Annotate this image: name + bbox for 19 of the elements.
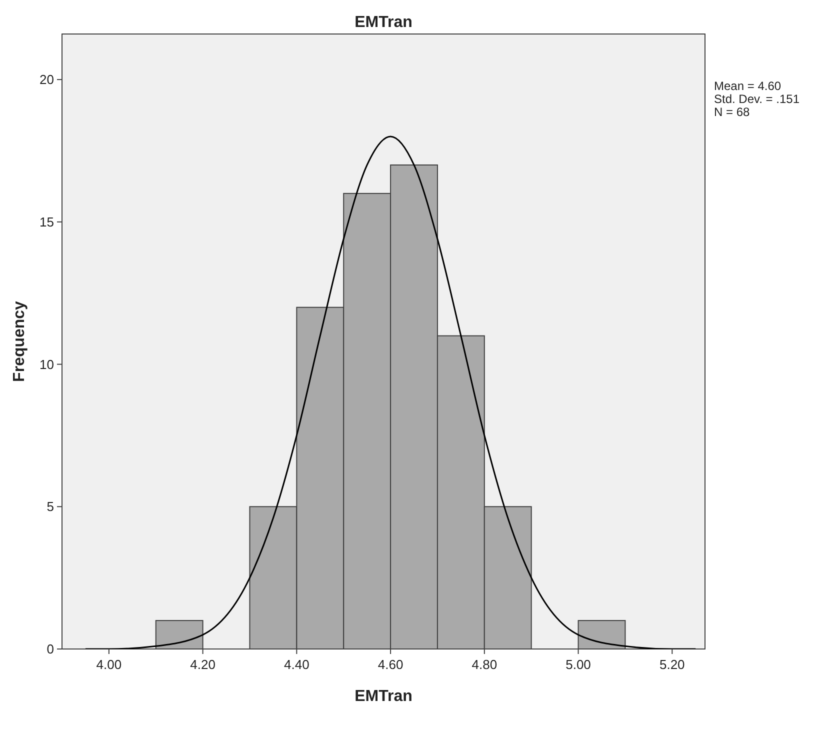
chart-title: EMTran — [354, 14, 412, 31]
y-tick-label: 0 — [46, 642, 54, 657]
x-tick-label: 5.20 — [659, 657, 685, 672]
y-tick-label: 10 — [40, 356, 54, 372]
y-tick-label: 5 — [46, 499, 54, 514]
x-tick-label: 4.20 — [190, 657, 216, 672]
x-tick-label: 4.60 — [378, 657, 404, 672]
x-axis-title: EMTran — [354, 688, 412, 705]
text: Mean = 4.60 — [714, 79, 782, 93]
x-tick-label: 4.00 — [96, 657, 122, 672]
text: N = 68 — [714, 105, 750, 119]
y-axis-title: Frequency — [11, 300, 28, 382]
y-tick-label: 20 — [40, 72, 54, 88]
x-tick-label: 4.40 — [284, 657, 310, 672]
text: Std. Dev. = .151 — [714, 92, 800, 106]
x-tick-label: 4.80 — [472, 657, 498, 672]
y-tick-label: 15 — [40, 214, 54, 230]
line-series — [84, 136, 696, 649]
x-tick-label: 5.00 — [566, 657, 591, 672]
